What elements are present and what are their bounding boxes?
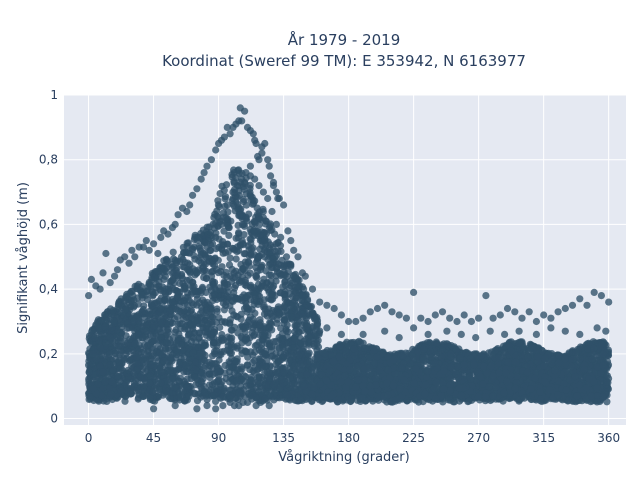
scatter-point xyxy=(263,308,271,317)
scatter-point xyxy=(287,282,295,290)
scatter-point xyxy=(222,301,230,309)
scatter-point xyxy=(140,302,148,310)
scatter-point xyxy=(191,255,199,263)
scatter-point xyxy=(273,264,281,272)
scatter-point xyxy=(226,254,234,262)
scatter-point xyxy=(132,387,140,395)
scatter-point xyxy=(317,371,326,379)
scatter-point xyxy=(234,167,242,175)
scatter-point xyxy=(202,274,211,282)
scatter-point xyxy=(274,247,282,255)
scatter-point xyxy=(225,231,233,239)
chart-title-line-2: Koordinat (Sweref 99 TM): E 353942, N 61… xyxy=(162,52,526,70)
point-cloud xyxy=(85,166,613,406)
scatter-point xyxy=(198,285,207,293)
scatter-point xyxy=(225,358,233,366)
scatter-point xyxy=(249,351,257,359)
scatter-point xyxy=(198,368,206,376)
scatter-point xyxy=(235,246,243,254)
scatter-point xyxy=(152,280,160,288)
scatter-point xyxy=(209,220,217,228)
scatter-point xyxy=(256,266,265,274)
scatter-point xyxy=(175,302,183,310)
scatter-point xyxy=(239,198,248,206)
scatter-point xyxy=(282,327,290,335)
scatter-point xyxy=(184,301,192,309)
scatter-point xyxy=(260,275,268,283)
scatter-point xyxy=(252,272,260,280)
scatter-point xyxy=(259,208,267,216)
scatter-point xyxy=(562,367,570,375)
scatter-point xyxy=(267,346,276,354)
scatter-point xyxy=(212,397,220,405)
scatter-point xyxy=(314,343,323,351)
scatter-point xyxy=(194,390,202,398)
scatter-point xyxy=(224,247,233,256)
scatter-point xyxy=(201,388,209,396)
scatter-point xyxy=(248,383,256,391)
scatter-point xyxy=(232,174,240,182)
scatter-point xyxy=(191,373,199,382)
scatter-point xyxy=(247,192,255,200)
scatter-point xyxy=(232,255,240,263)
scatter-point xyxy=(196,244,204,252)
scatter-point xyxy=(223,292,231,300)
scatter-point xyxy=(272,277,280,285)
scatter-point xyxy=(240,231,248,239)
scatter-point xyxy=(209,267,217,275)
scatter-point xyxy=(171,315,179,323)
scatter-point xyxy=(228,326,236,334)
scatter-point xyxy=(235,278,244,286)
scatter-point xyxy=(253,204,261,212)
scatter-point xyxy=(220,271,228,279)
scatter-point xyxy=(217,348,225,356)
scatter-point xyxy=(175,330,183,338)
scatter-point xyxy=(182,294,190,302)
chart-title-line-1: År 1979 - 2019 xyxy=(288,30,401,49)
scatter-point xyxy=(234,221,242,229)
data-points xyxy=(85,104,613,413)
scatter-point xyxy=(299,312,307,321)
scatter-point xyxy=(196,310,204,318)
scatter-point xyxy=(111,349,119,358)
scatter-point xyxy=(247,376,255,385)
scatter-point xyxy=(215,203,223,211)
scatter-point xyxy=(265,271,273,279)
scatter-point xyxy=(249,244,257,252)
scatter-point xyxy=(250,368,258,376)
scatter-point xyxy=(173,346,181,354)
scatter-point xyxy=(295,328,303,336)
